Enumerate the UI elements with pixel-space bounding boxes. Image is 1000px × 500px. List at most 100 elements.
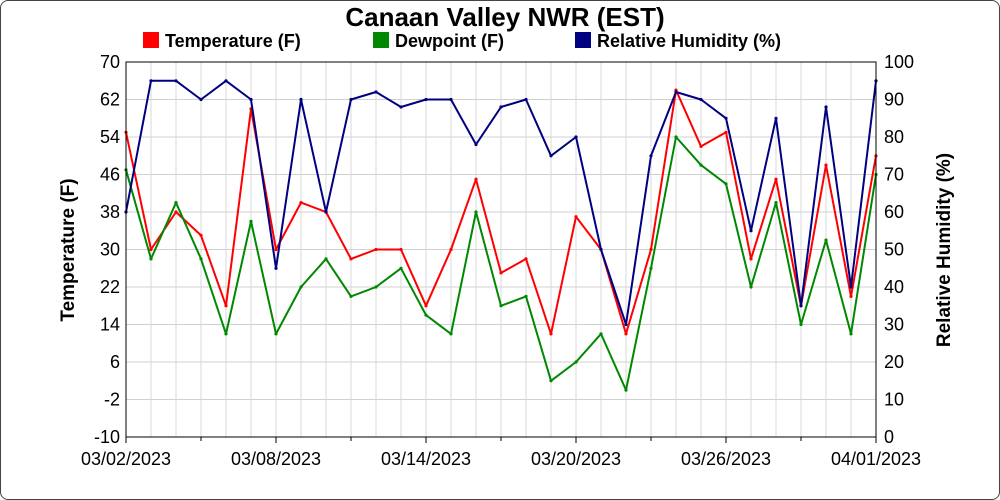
series-1-point-27 <box>799 322 803 327</box>
y-axis-left-title: Temperature (F) <box>58 178 79 321</box>
series-0-point-25 <box>749 257 753 261</box>
y-left-tick-label: 22 <box>100 277 120 297</box>
series-2-point-27 <box>799 304 803 308</box>
y-left-tick-label: 6 <box>110 352 120 372</box>
series-2-point-6 <box>274 266 278 270</box>
y-right-tick-label: 90 <box>884 90 904 110</box>
series-1-point-12 <box>424 313 428 317</box>
series-0-point-1 <box>149 247 153 252</box>
y-left-tick-label: 38 <box>100 202 120 222</box>
series-0-point-6 <box>274 247 278 252</box>
series-1-point-18 <box>574 360 578 364</box>
y-left-tick-label: 46 <box>100 165 120 185</box>
y-left-tick-label: 70 <box>100 52 120 72</box>
series-2-point-3 <box>199 97 203 102</box>
series-1-point-29 <box>849 332 853 336</box>
series-0-point-11 <box>399 247 403 252</box>
legend: Temperature (F) Dewpoint (F) Relative Humi… <box>143 31 781 51</box>
y-right-tick-label: 80 <box>884 127 904 147</box>
y-right-tick-label: 70 <box>884 165 904 185</box>
series-0-point-10 <box>374 247 378 252</box>
y-right-tick-label: 20 <box>884 352 904 372</box>
x-tick-label: 03/08/2023 <box>231 449 321 469</box>
series-2-point-2 <box>174 79 178 83</box>
series-0-point-29 <box>849 294 853 298</box>
series-0-point-12 <box>424 304 428 308</box>
series-1-point-15 <box>499 304 503 308</box>
series-2-point-20 <box>624 322 628 327</box>
legend-label-1: Dewpoint (F) <box>395 31 504 51</box>
series-0-point-20 <box>624 332 628 336</box>
series-2-point-29 <box>849 285 853 289</box>
series-2-point-4 <box>224 79 228 83</box>
series-1-point-5 <box>249 219 253 223</box>
series-0-point-18 <box>574 215 578 219</box>
series-1-point-23 <box>699 163 703 167</box>
series-2-point-12 <box>424 97 428 102</box>
y-right-tick-label: 10 <box>884 390 904 410</box>
series-1-point-7 <box>299 285 303 289</box>
series-2-point-14 <box>474 142 478 147</box>
series-1-point-16 <box>524 294 528 298</box>
series-0-point-3 <box>199 233 203 237</box>
x-tick-label: 03/14/2023 <box>381 449 471 469</box>
series-2-point-24 <box>724 116 728 120</box>
series-1-point-10 <box>374 285 378 289</box>
series-2-point-13 <box>449 97 453 102</box>
y-right-tick-label: 60 <box>884 202 904 222</box>
series-1-point-17 <box>549 379 553 383</box>
y-left-tick-label: -10 <box>94 427 120 447</box>
series-2-point-26 <box>774 116 778 120</box>
series-2-point-15 <box>499 105 503 109</box>
series-2-point-5 <box>249 97 253 102</box>
series-2-point-7 <box>299 97 303 102</box>
legend-label-2: Relative Humidity (%) <box>597 31 781 51</box>
y-right-tick-label: 30 <box>884 315 904 335</box>
legend-swatch-2 <box>575 32 591 48</box>
series-0-point-26 <box>774 177 778 181</box>
y-left-tick-label: -2 <box>104 390 120 410</box>
legend-label-0: Temperature (F) <box>165 31 301 51</box>
y-left-tick-label: 62 <box>100 90 120 110</box>
series-2-point-8 <box>324 210 328 214</box>
series-1-point-20 <box>624 388 628 392</box>
series-1-point-3 <box>199 257 203 261</box>
series-0-point-9 <box>349 257 353 261</box>
series-0-point-23 <box>699 144 703 148</box>
series-1-point-13 <box>449 332 453 336</box>
series-2-point-19 <box>599 247 603 252</box>
series-0-point-24 <box>724 130 728 134</box>
series-0-point-16 <box>524 257 528 261</box>
series-0-point-4 <box>224 304 228 308</box>
series-0-point-13 <box>449 247 453 252</box>
series-2-point-11 <box>399 105 403 109</box>
series-1-point-4 <box>224 332 228 336</box>
series-1-point-24 <box>724 182 728 186</box>
series-layer <box>124 79 878 392</box>
series-2-point-10 <box>374 90 378 94</box>
series-1-point-9 <box>349 294 353 298</box>
series-2-point-21 <box>649 154 653 158</box>
series-0-point-7 <box>299 201 303 205</box>
legend-swatch-1 <box>373 32 389 48</box>
series-2-point-22 <box>674 90 678 94</box>
series-2-point-9 <box>349 97 353 102</box>
series-1-point-28 <box>824 238 828 242</box>
series-2-point-17 <box>549 154 553 158</box>
x-tick-label: 04/01/2023 <box>831 449 921 469</box>
series-2-point-25 <box>749 229 753 233</box>
y-right-tick-label: 0 <box>884 427 894 447</box>
series-0-point-15 <box>499 271 503 275</box>
series-2-point-1 <box>149 79 153 83</box>
series-2-point-16 <box>524 97 528 102</box>
series-1-point-19 <box>599 332 603 336</box>
series-1-point-1 <box>149 257 153 261</box>
series-0-point-2 <box>174 210 178 214</box>
y-right-tick-label: 40 <box>884 277 904 297</box>
y-left-tick-label: 54 <box>100 127 120 147</box>
series-2-point-23 <box>699 97 703 102</box>
y-left-tick-label: 30 <box>100 240 120 260</box>
series-1-point-14 <box>474 210 478 214</box>
